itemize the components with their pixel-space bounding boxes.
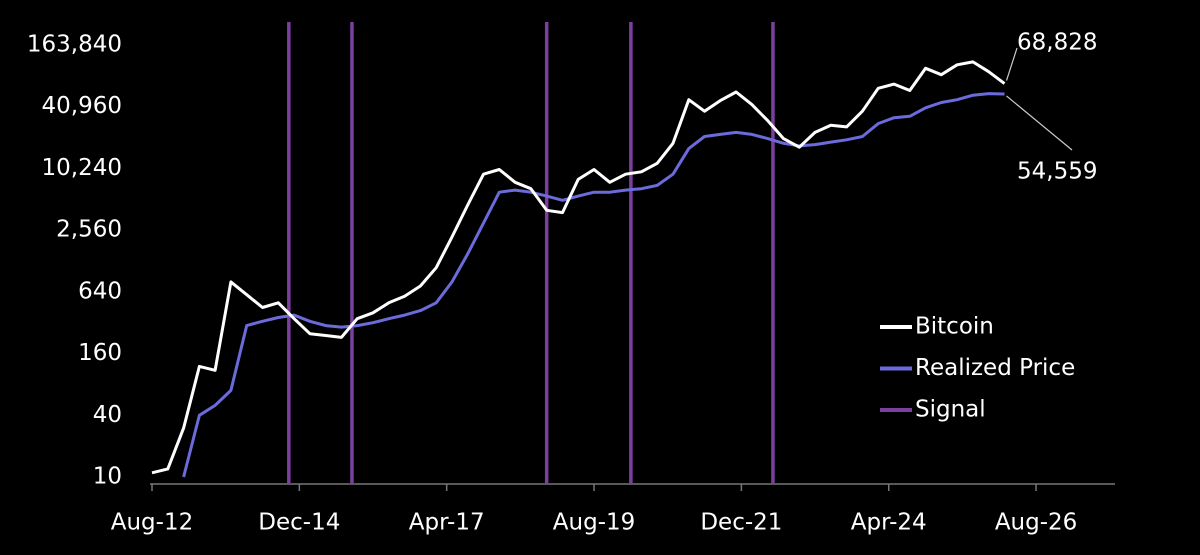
x-tick-label: Apr-24	[851, 510, 927, 536]
x-tick-label: Aug-26	[995, 510, 1077, 536]
legend-label: Bitcoin	[915, 314, 994, 340]
y-tick-label: 163,840	[27, 32, 122, 58]
y-tick-label: 40	[93, 402, 122, 428]
x-tick-label: Apr-17	[409, 510, 485, 536]
y-tick-label: 40,960	[42, 93, 122, 119]
x-tick-label: Aug-12	[111, 510, 193, 536]
legend-label: Realized Price	[915, 355, 1075, 381]
x-tick-label: Aug-19	[553, 510, 635, 536]
annotation-label: 54,559	[1017, 159, 1097, 185]
annotation-leader	[1005, 47, 1018, 81]
y-tick-label: 10	[93, 464, 122, 490]
legend-label: Signal	[915, 397, 986, 423]
x-tick-label: Dec-21	[700, 510, 782, 536]
annotation-label: 68,828	[1017, 30, 1097, 56]
x-tick-label: Dec-14	[258, 510, 340, 536]
y-tick-label: 640	[78, 278, 122, 304]
y-tick-label: 160	[78, 340, 122, 366]
series-line	[151, 60, 1006, 475]
y-tick-label: 2,560	[56, 217, 122, 243]
series-line	[182, 92, 1005, 478]
y-tick-label: 10,240	[42, 155, 122, 181]
annotation-leader	[1006, 95, 1073, 151]
